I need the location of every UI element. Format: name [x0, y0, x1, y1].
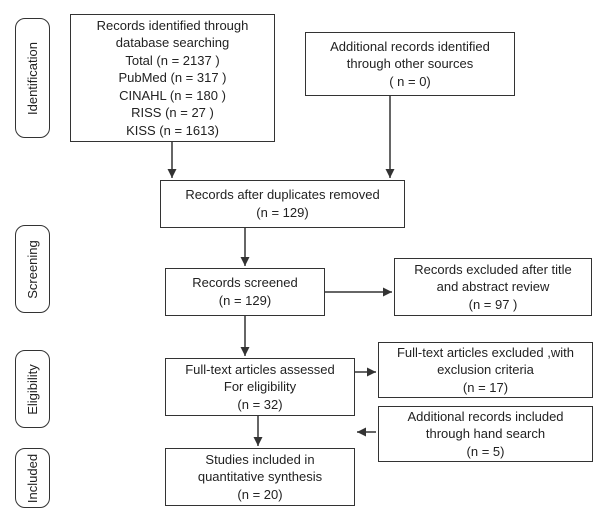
text: CINAHL (n = 180 ): [119, 87, 226, 105]
text: (n = 129): [256, 204, 308, 222]
text: exclusion criteria: [437, 361, 534, 379]
stage-eligibility: Eligibility: [15, 350, 50, 428]
text: Full-text articles assessed: [185, 361, 335, 379]
stage-screening-text: Screening: [25, 240, 40, 299]
stage-screening: Screening: [15, 225, 50, 313]
text: (n = 17): [463, 379, 508, 397]
text: (n = 32): [237, 396, 282, 414]
box-hand-search: Additional records included through hand…: [378, 406, 593, 462]
text: quantitative synthesis: [198, 468, 322, 486]
text: Total (n = 2137 ): [125, 52, 219, 70]
text: Records after duplicates removed: [185, 186, 379, 204]
text: Records excluded after title: [414, 261, 572, 279]
box-records-screened: Records screened (n = 129): [165, 268, 325, 316]
box-other-sources: Additional records identified through ot…: [305, 32, 515, 96]
text: ( n = 0): [389, 73, 431, 91]
text: through hand search: [426, 425, 545, 443]
text: KISS (n = 1613): [126, 122, 219, 140]
text: (n = 20): [237, 486, 282, 504]
box-db-search: Records identified through database sear…: [70, 14, 275, 142]
text: database searching: [116, 34, 229, 52]
stage-identification-text: Identification: [25, 42, 40, 115]
stage-eligibility-text: Eligibility: [25, 364, 40, 415]
text: Additional records included: [407, 408, 563, 426]
text: Records identified through: [97, 17, 249, 35]
text: (n = 97 ): [469, 296, 518, 314]
box-excluded-criteria: Full-text articles excluded ,with exclus…: [378, 342, 593, 398]
text: Additional records identified: [330, 38, 490, 56]
box-fulltext-assessed: Full-text articles assessed For eligibil…: [165, 358, 355, 416]
text: (n = 5): [467, 443, 505, 461]
text: For eligibility: [224, 378, 296, 396]
text: Studies included in: [205, 451, 314, 469]
text: through other sources: [347, 55, 473, 73]
text: Records screened: [192, 274, 298, 292]
stage-included-text: Included: [25, 453, 40, 502]
box-after-duplicates: Records after duplicates removed (n = 12…: [160, 180, 405, 228]
box-included-synthesis: Studies included in quantitative synthes…: [165, 448, 355, 506]
text: (n = 129): [219, 292, 271, 310]
text: Full-text articles excluded ,with: [397, 344, 574, 362]
text: PubMed (n = 317 ): [118, 69, 226, 87]
text: RISS (n = 27 ): [131, 104, 214, 122]
box-excluded-title-abstract: Records excluded after title and abstrac…: [394, 258, 592, 316]
stage-included: Included: [15, 448, 50, 508]
stage-identification: Identification: [15, 18, 50, 138]
flowchart-canvas: Identification Screening Eligibility Inc…: [0, 0, 601, 516]
text: and abstract review: [437, 278, 550, 296]
